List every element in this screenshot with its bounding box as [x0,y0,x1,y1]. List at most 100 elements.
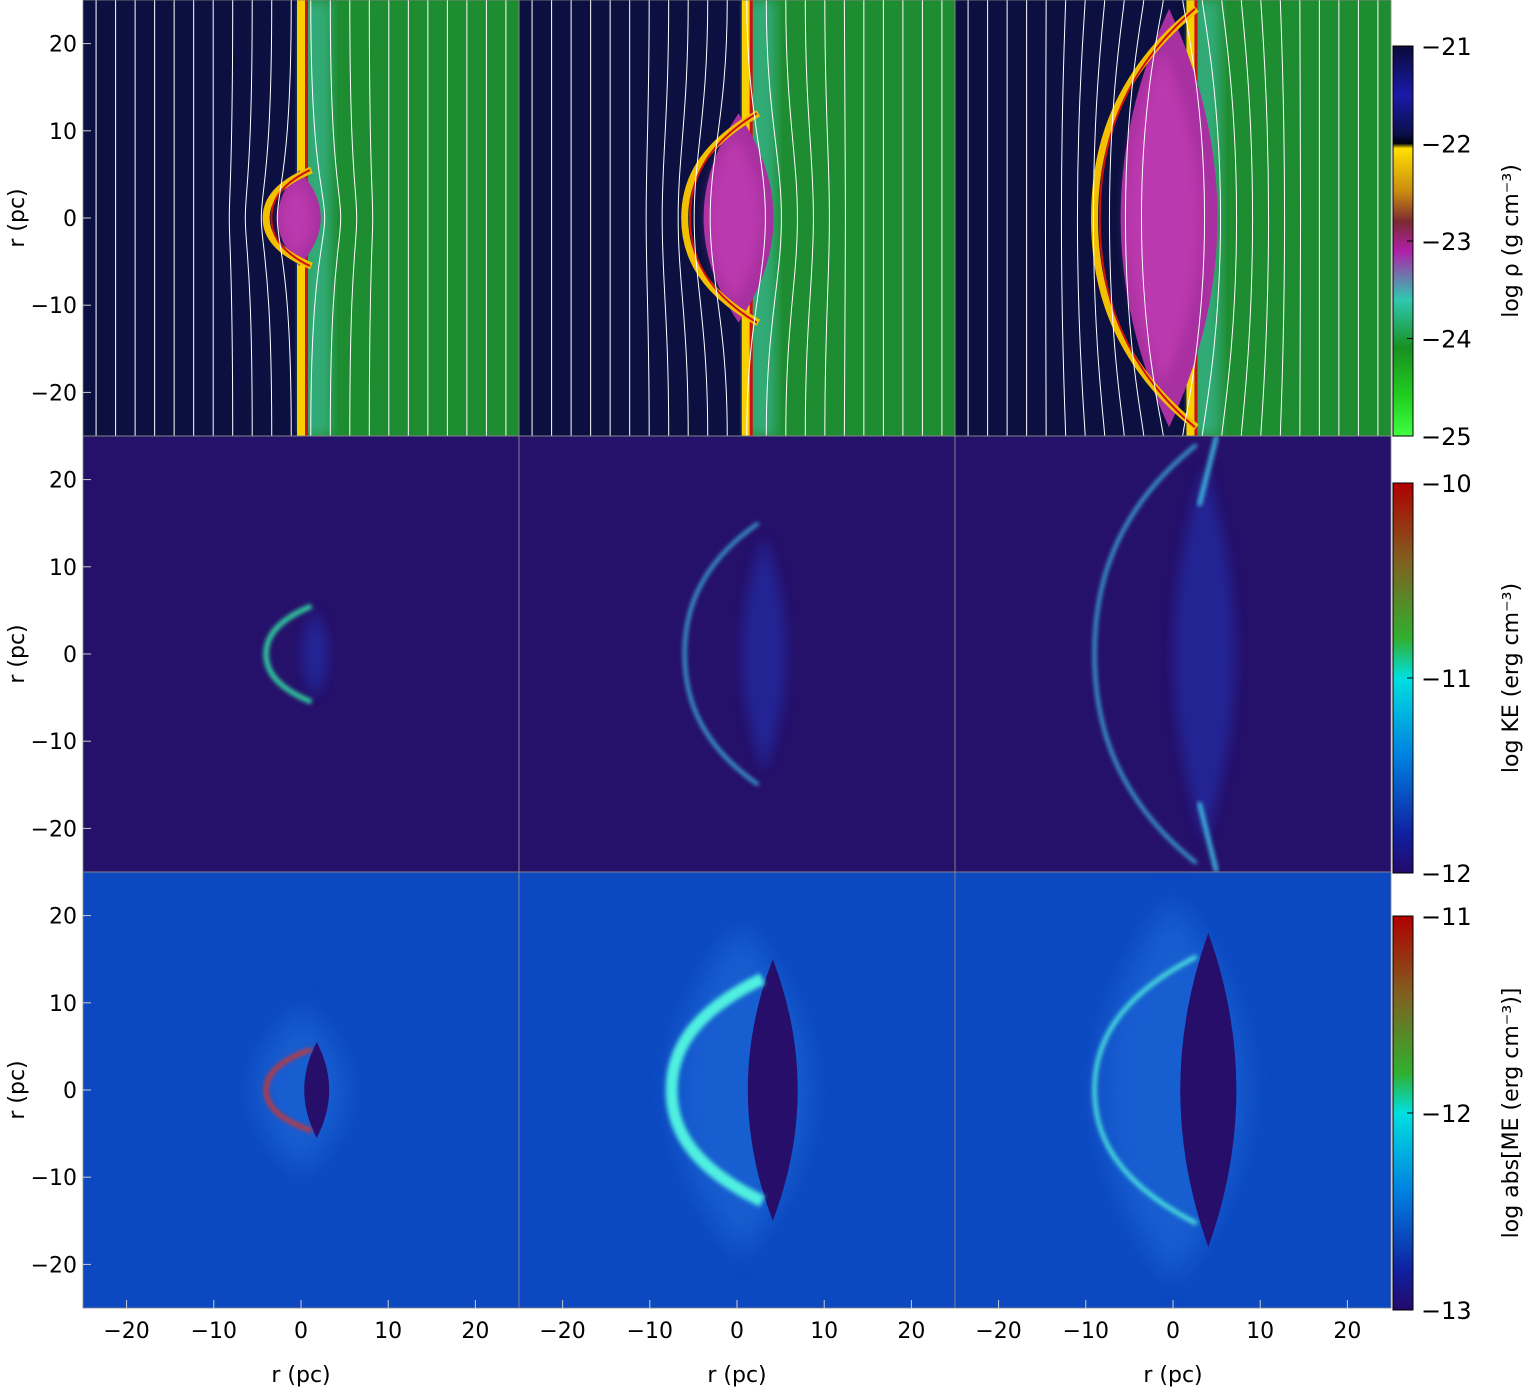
field-line [1201,0,1222,436]
x-tick-label: 0 [1166,1319,1180,1344]
y-tick-label: 0 [63,643,77,668]
bubble-core [707,134,761,302]
field-line [709,0,728,436]
field-line [677,0,689,436]
x-axis-label: r (pc) [1143,1363,1202,1388]
colorbar-1: −10 −11 −12 log KE (erg cm⁻³) [1392,470,1524,888]
x-tick-label: 10 [810,1319,838,1344]
colorbars: −21 −22 −23 −24 −25 log ρ (g cm⁻³) −10 −11 −12 lo… [1392,33,1524,1325]
x-tick-label: 20 [897,1319,925,1344]
me-shell [1092,954,1198,1226]
colorbar-0: −21 −22 −23 −24 −25 log ρ (g cm⁻³) [1392,33,1524,451]
field-line [1240,0,1254,436]
field-line [765,0,782,436]
field-line [1221,0,1238,436]
x-tick-label: −20 [103,1319,149,1344]
colorbar-tick-label: −11 [1421,665,1472,693]
colorbar-tick-label: −10 [1421,470,1472,498]
panel-0-0 [83,0,519,436]
field-line [1279,0,1286,436]
field-line [1140,0,1164,436]
x-tick-label: −10 [191,1319,237,1344]
field-line [1044,0,1047,436]
x-tick-label: −10 [1063,1319,1109,1344]
y-tick-label: 0 [63,1079,77,1104]
colorbar-label: log ρ (g cm⁻³) [1499,164,1524,318]
y-tick-label: 0 [63,207,77,232]
field-line [310,0,326,436]
ke-jet-top [1197,436,1219,507]
panel-2-2 [955,872,1391,1308]
field-line [1092,0,1106,436]
field-line [260,0,273,436]
colorbar-label: log abs[ME (erg cm⁻³)] [1499,988,1524,1239]
y-tick-label: 20 [49,905,77,930]
shell-inner-edge [688,112,758,324]
ambient-medium [745,0,955,436]
field-line [693,0,709,436]
y-tick-label: 10 [49,120,77,145]
y-tick-label: 10 [49,992,77,1017]
me-cavity [304,1042,330,1138]
axes: 20 10 0 −10 −20 r (pc) 20 10 0 −10 −20 r (pc) 20 10 0 −… [5,0,1392,1388]
field-line [349,0,358,436]
ambient-medium [301,0,519,436]
shell-cap [681,110,761,326]
field-line [1108,0,1125,436]
ke-shell [683,521,760,787]
y-tick-label: 20 [49,33,77,58]
panel-background [519,436,955,872]
colorbar-tick-label: −12 [1421,1100,1472,1128]
ke-shell [1093,443,1198,865]
ambient-medium [1190,0,1391,436]
field-line [244,0,253,436]
panel-background [83,436,519,872]
interior-glow [741,536,787,772]
field-line [843,0,846,436]
field-line [746,0,766,436]
colorbar-tick-label: −23 [1421,228,1472,256]
colorbar-tick-label: −13 [1421,1297,1472,1325]
y-tick-label: 20 [49,469,77,494]
panel-grid [83,0,1391,1308]
colorbar-label: log KE (erg cm⁻³) [1499,583,1524,773]
colorbar-2: −11 −12 −13 log abs[ME (erg cm⁻³)] [1392,903,1524,1325]
shell-cap [1091,5,1199,431]
x-tick-label: 20 [1333,1319,1361,1344]
me-shell [665,973,765,1207]
panel-1-2 [955,436,1391,872]
colorbar-tick-label: −12 [1421,860,1472,888]
panel-2-1 [519,872,955,1308]
shell-inner-edge [1098,7,1196,429]
y-tick-label: −10 [31,730,77,755]
field-line [785,0,798,436]
bubble-core [280,179,314,257]
me-cavity [1180,933,1237,1247]
x-tick-label: 10 [1246,1319,1274,1344]
x-tick-label: 0 [294,1319,308,1344]
colorbar-tick-label: −11 [1421,903,1472,931]
interior-glow [1173,465,1235,843]
x-tick-label: −10 [627,1319,673,1344]
y-tick-label: −20 [31,381,77,406]
y-tick-label: −20 [31,817,77,842]
field-line [1299,0,1302,436]
y-axis-label: r (pc) [5,1060,30,1119]
panel-0-1 [519,0,955,436]
field-line [661,0,670,436]
y-tick-label: −20 [31,1253,77,1278]
field-line [824,0,830,436]
field-line [329,0,342,436]
x-axis-label: r (pc) [271,1363,330,1388]
ke-shell [263,603,313,705]
field-line [1260,0,1270,436]
shell-inner-edge [270,169,311,267]
field-line [645,0,650,436]
field-line [228,0,234,436]
me-halo [255,1007,347,1173]
x-tick-label: 0 [730,1319,744,1344]
x-tick-label: 20 [461,1319,489,1344]
colorbar-tick-label: −24 [1421,326,1472,354]
x-tick-label: 10 [374,1319,402,1344]
